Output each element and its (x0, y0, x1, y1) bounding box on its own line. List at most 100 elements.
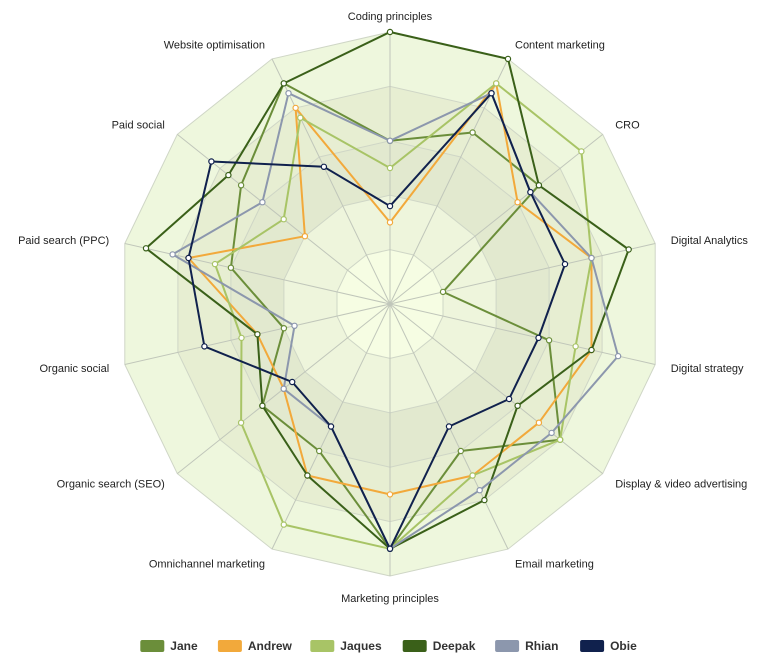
series-obie (185, 89, 569, 553)
data-point-jaques-organic-social[interactable] (238, 334, 245, 342)
data-point-andrew-paid-social[interactable] (301, 232, 309, 240)
legend-swatch-deepak (402, 640, 427, 652)
axis-spoke-digital-strategy (389, 303, 656, 365)
data-point-obie-display-video-advertising[interactable] (505, 395, 513, 403)
data-point-obie-email-marketing[interactable] (445, 423, 453, 430)
axis-label-content-marketing: Content marketing (515, 40, 605, 52)
data-point-deepak-paid-search-ppc[interactable] (142, 245, 150, 252)
axis-label-paid-social: Paid social (112, 119, 165, 131)
axis-spoke-display-video-advertising (389, 303, 604, 474)
axis-label-marketing-principles: Marketing principles (341, 593, 439, 605)
axis-label-organic-social: Organic social (39, 363, 109, 375)
data-point-rhian-paid-search-ppc[interactable] (169, 251, 176, 258)
data-point-obie-marketing-principles[interactable] (386, 545, 394, 553)
data-point-andrew-marketing-principles[interactable] (386, 491, 394, 498)
data-point-obie-cro[interactable] (527, 188, 534, 196)
legend-label-andrew: Andrew (248, 639, 293, 653)
data-point-jaques-digital-strategy[interactable] (572, 343, 579, 350)
data-point-jane-content-marketing[interactable] (469, 129, 476, 136)
data-point-deepak-coding-principles[interactable] (386, 28, 394, 36)
legend-label-jane: Jane (170, 639, 198, 653)
data-point-deepak-cro[interactable] (535, 182, 543, 189)
axis-spoke-paid-search-ppc (124, 243, 391, 305)
data-point-jane-organic-social[interactable] (280, 325, 288, 332)
data-point-deepak-organic-search-seo[interactable] (259, 402, 266, 409)
radar-series (142, 28, 632, 553)
data-point-obie-website-optimisation[interactable] (320, 163, 328, 170)
legend-swatch-obie (580, 640, 605, 652)
data-point-jane-paid-social[interactable] (237, 182, 245, 189)
data-point-obie-digital-analytics[interactable] (561, 260, 569, 268)
data-point-rhian-organic-social[interactable] (291, 322, 298, 329)
axis-spoke-cro (389, 134, 604, 305)
legend-item-deepak[interactable]: Deepak (402, 639, 476, 653)
data-point-deepak-digital-analytics[interactable] (625, 246, 632, 253)
data-point-deepak-paid-social[interactable] (225, 171, 232, 179)
data-point-obie-coding-principles[interactable] (386, 202, 394, 210)
data-point-jane-digital-strategy[interactable] (545, 337, 553, 344)
data-point-andrew-website-optimisation[interactable] (292, 104, 299, 112)
data-point-jaques-email-marketing[interactable] (469, 472, 476, 479)
legend-label-rhian: Rhian (525, 639, 558, 653)
axis-label-coding-principles: Coding principles (348, 11, 433, 23)
data-point-jane-digital-analytics[interactable] (439, 288, 447, 296)
data-point-obie-paid-social[interactable] (208, 158, 215, 165)
data-point-andrew-display-video-advertising[interactable] (535, 419, 543, 426)
data-point-andrew-cro[interactable] (514, 198, 521, 206)
legend-item-jaques[interactable]: Jaques (310, 639, 382, 653)
data-point-rhian-email-marketing[interactable] (476, 487, 483, 494)
data-point-jane-email-marketing[interactable] (457, 447, 464, 455)
data-point-deepak-display-video-advertising[interactable] (514, 402, 521, 409)
data-point-jaques-paid-search-ppc[interactable] (211, 260, 219, 268)
axis-spoke-website-optimisation (271, 58, 391, 305)
data-point-deepak-organic-social[interactable] (254, 331, 261, 338)
legend-swatch-rhian (495, 640, 520, 652)
data-point-jane-paid-search-ppc[interactable] (227, 264, 235, 271)
data-point-deepak-website-optimisation[interactable] (280, 80, 287, 87)
data-point-obie-content-marketing[interactable] (488, 89, 495, 97)
data-point-obie-organic-search-seo[interactable] (289, 378, 296, 386)
legend-item-jane[interactable]: Jane (140, 639, 198, 653)
data-point-jaques-content-marketing[interactable] (493, 80, 500, 87)
data-point-rhian-digital-analytics[interactable] (588, 254, 595, 262)
data-point-jaques-display-video-advertising[interactable] (556, 436, 564, 443)
data-point-obie-digital-strategy[interactable] (535, 334, 542, 342)
axis-label-omnichannel-marketing: Omnichannel marketing (149, 559, 265, 571)
legend-label-deepak: Deepak (433, 639, 476, 653)
legend-item-obie[interactable]: Obie (580, 639, 637, 653)
data-point-jane-omnichannel-marketing[interactable] (316, 447, 323, 455)
data-point-jaques-organic-search-seo[interactable] (237, 419, 245, 426)
data-point-rhian-coding-principles[interactable] (386, 137, 394, 144)
data-point-jaques-coding-principles[interactable] (386, 164, 394, 172)
data-point-deepak-email-marketing[interactable] (481, 496, 488, 504)
data-point-deepak-digital-strategy[interactable] (588, 346, 595, 354)
data-point-deepak-content-marketing[interactable] (504, 55, 512, 63)
data-point-jaques-cro[interactable] (578, 148, 585, 155)
axis-label-display-video-advertising: Display & video advertising (615, 479, 747, 491)
data-point-rhian-display-video-advertising[interactable] (548, 429, 555, 437)
axis-label-paid-search-ppc: Paid search (PPC) (18, 235, 109, 247)
data-point-jaques-website-optimisation[interactable] (297, 114, 304, 122)
data-point-obie-paid-search-ppc[interactable] (185, 254, 192, 262)
legend-label-jaques: Jaques (340, 639, 382, 653)
axis-label-cro: CRO (615, 119, 640, 131)
data-point-rhian-organic-search-seo[interactable] (280, 385, 287, 392)
data-point-rhian-paid-social[interactable] (259, 198, 266, 206)
data-point-andrew-coding-principles[interactable] (386, 219, 394, 226)
legend-swatch-andrew (217, 640, 242, 652)
legend-swatch-jaques (310, 640, 335, 652)
data-point-obie-organic-social[interactable] (201, 343, 208, 350)
data-point-obie-omnichannel-marketing[interactable] (327, 423, 335, 430)
axis-label-digital-analytics: Digital Analytics (671, 235, 749, 247)
legend-item-andrew[interactable]: Andrew (217, 639, 293, 653)
data-point-deepak-omnichannel-marketing[interactable] (304, 472, 311, 479)
data-point-rhian-website-optimisation[interactable] (285, 89, 292, 97)
data-point-jaques-omnichannel-marketing[interactable] (280, 521, 287, 528)
legend-item-rhian[interactable]: Rhian (495, 639, 558, 653)
data-point-rhian-digital-strategy[interactable] (614, 352, 622, 360)
axis-spoke-content-marketing (389, 58, 509, 305)
axis-spoke-digital-analytics (389, 243, 656, 305)
data-point-jaques-paid-social[interactable] (280, 215, 287, 223)
legend-swatch-jane (140, 640, 165, 652)
